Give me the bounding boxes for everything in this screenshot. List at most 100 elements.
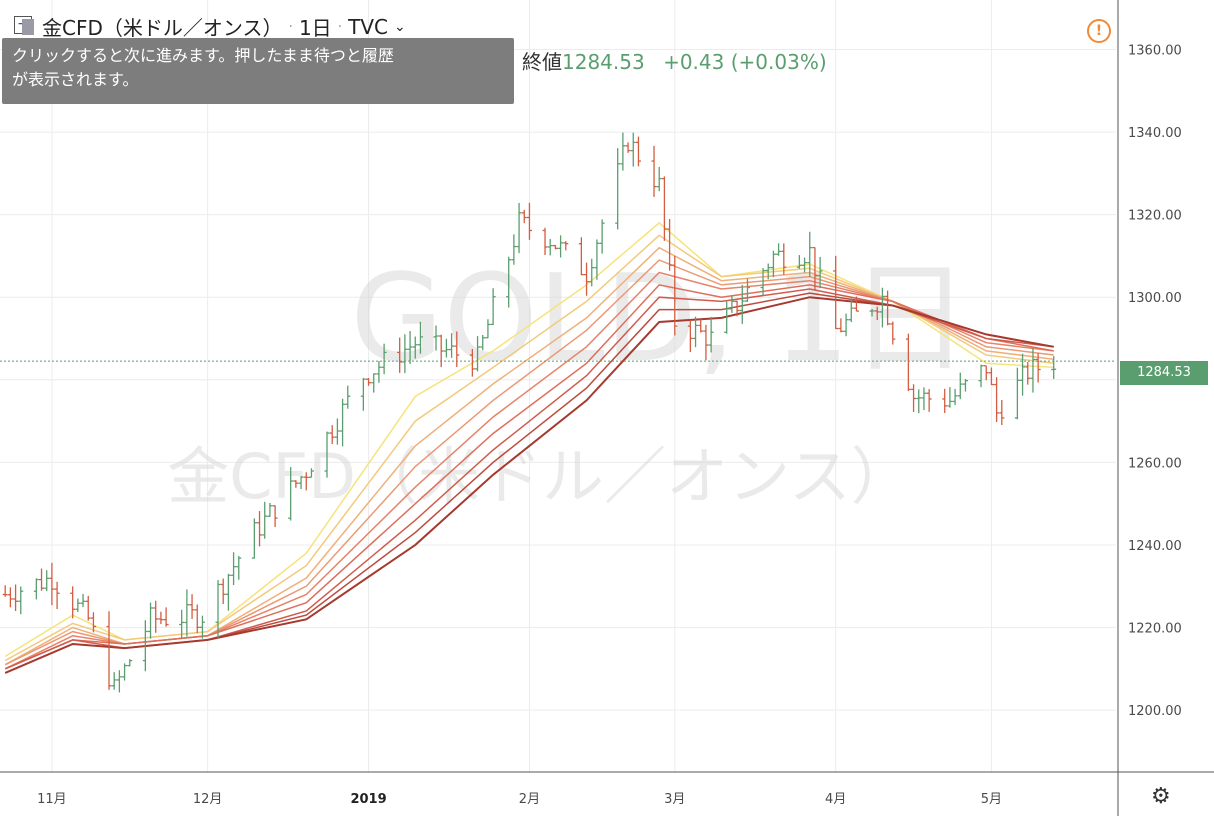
price-bar [148,602,154,639]
change-value: +0.43 [663,50,725,74]
separator-dot: · [288,18,293,35]
y-tick-label: 1260.00 [1128,456,1182,471]
price-bar [70,586,76,619]
price-bar [874,306,880,321]
price-bar [303,472,309,491]
price-bar [262,501,268,539]
price-bar [921,387,927,411]
price-bar [911,384,917,412]
price-bar [1051,356,1057,379]
price-bar [578,237,584,276]
price-bar [526,202,532,240]
price-bar [366,378,372,386]
price-bar [329,425,335,445]
price-bar [360,377,366,411]
price-bars [2,132,1057,693]
price-bar [402,334,408,374]
price-bar [18,586,24,615]
symbol-name[interactable]: 金CFD（米ドル／オンス） [42,16,283,40]
price-bar [85,595,91,621]
price-bar [516,202,522,254]
price-bar [926,389,932,412]
separator-dot: · [337,18,343,35]
price-bar [340,398,346,447]
x-tick-label: 2019 [350,792,386,807]
price-bar [345,385,351,409]
price-bar [584,262,590,296]
price-bar [371,373,377,393]
y-tick-label: 1220.00 [1128,622,1182,637]
price-bar [770,250,776,278]
price-bar [744,278,750,302]
price-bar [687,319,693,353]
price-bar [916,389,922,414]
price-bar [599,219,605,254]
y-tick-label: 1320.00 [1128,209,1182,224]
interval[interactable]: 1日 [298,16,332,40]
tooltip-line-1: クリックすると次に進みます。押したまま待つと履歴 [12,46,394,65]
price-bar [651,145,657,197]
flag-icon [22,18,34,35]
price-bar [438,334,444,368]
chart-header: 金CFD（米ドル／オンス） · 1日 · TVC ⌄ [22,12,406,41]
price-bar [179,609,185,639]
price-bar [542,227,548,255]
y-axis[interactable]: 1200.001220.001240.001260.001280.001300.… [1117,0,1182,816]
price-bar [1030,347,1036,393]
price-bar [44,570,50,592]
exchange: TVC [348,14,388,39]
price-bar [324,431,330,478]
price-bar [625,142,631,153]
price-bar [116,670,122,693]
price-bar [1035,353,1041,383]
price-bar [552,244,558,250]
x-axis[interactable]: 11月 12月 2019 2月 3月 4月 5月 [0,771,1214,807]
price-bar [49,562,55,606]
price-bar [215,580,221,638]
history-tooltip: クリックすると次に進みます。押したまま待つと履歴 が表示されます。 [2,38,514,104]
grid [0,0,1116,772]
price-bar [443,338,449,358]
price-bar [776,243,782,256]
price-bar [667,219,673,271]
price-bar [1020,353,1026,396]
price-bar [781,243,787,275]
price-bar [334,418,340,445]
price-bar [838,318,844,333]
price-bar [635,136,641,167]
price-bar [656,166,662,192]
price-bar [251,518,257,559]
ribbon-line [4,284,1054,670]
price-bar [142,620,148,672]
y-tick-label: 1360.00 [1128,44,1182,59]
change-percent: (+0.03%) [730,50,827,74]
price-bar [397,337,403,373]
x-tick-label: 2月 [519,792,540,807]
price-bar [511,234,517,265]
price-bar [563,241,569,251]
price-bar [703,324,709,361]
price-bar [80,593,86,608]
price-bar [620,132,626,171]
price-bar [661,176,667,241]
price-bar [760,268,766,296]
alert-icon[interactable]: ! [1087,19,1111,43]
price-bar [869,308,875,317]
x-tick-label: 12月 [193,792,223,807]
price-bar [630,132,636,167]
chevron-down-icon[interactable]: ⌄ [394,18,406,35]
price-bar [449,333,455,358]
price-bar [988,367,994,386]
price-bar [189,594,195,619]
x-tick-label: 4月 [825,792,846,807]
price-bar [122,663,128,681]
gear-icon[interactable]: ⚙ [1151,784,1171,809]
close-label: 終値 [522,50,562,74]
x-tick-label: 3月 [664,792,685,807]
price-bar [812,246,818,290]
x-tick-label: 11月 [37,792,67,807]
price-bar [433,325,439,351]
price-bar [957,372,963,400]
